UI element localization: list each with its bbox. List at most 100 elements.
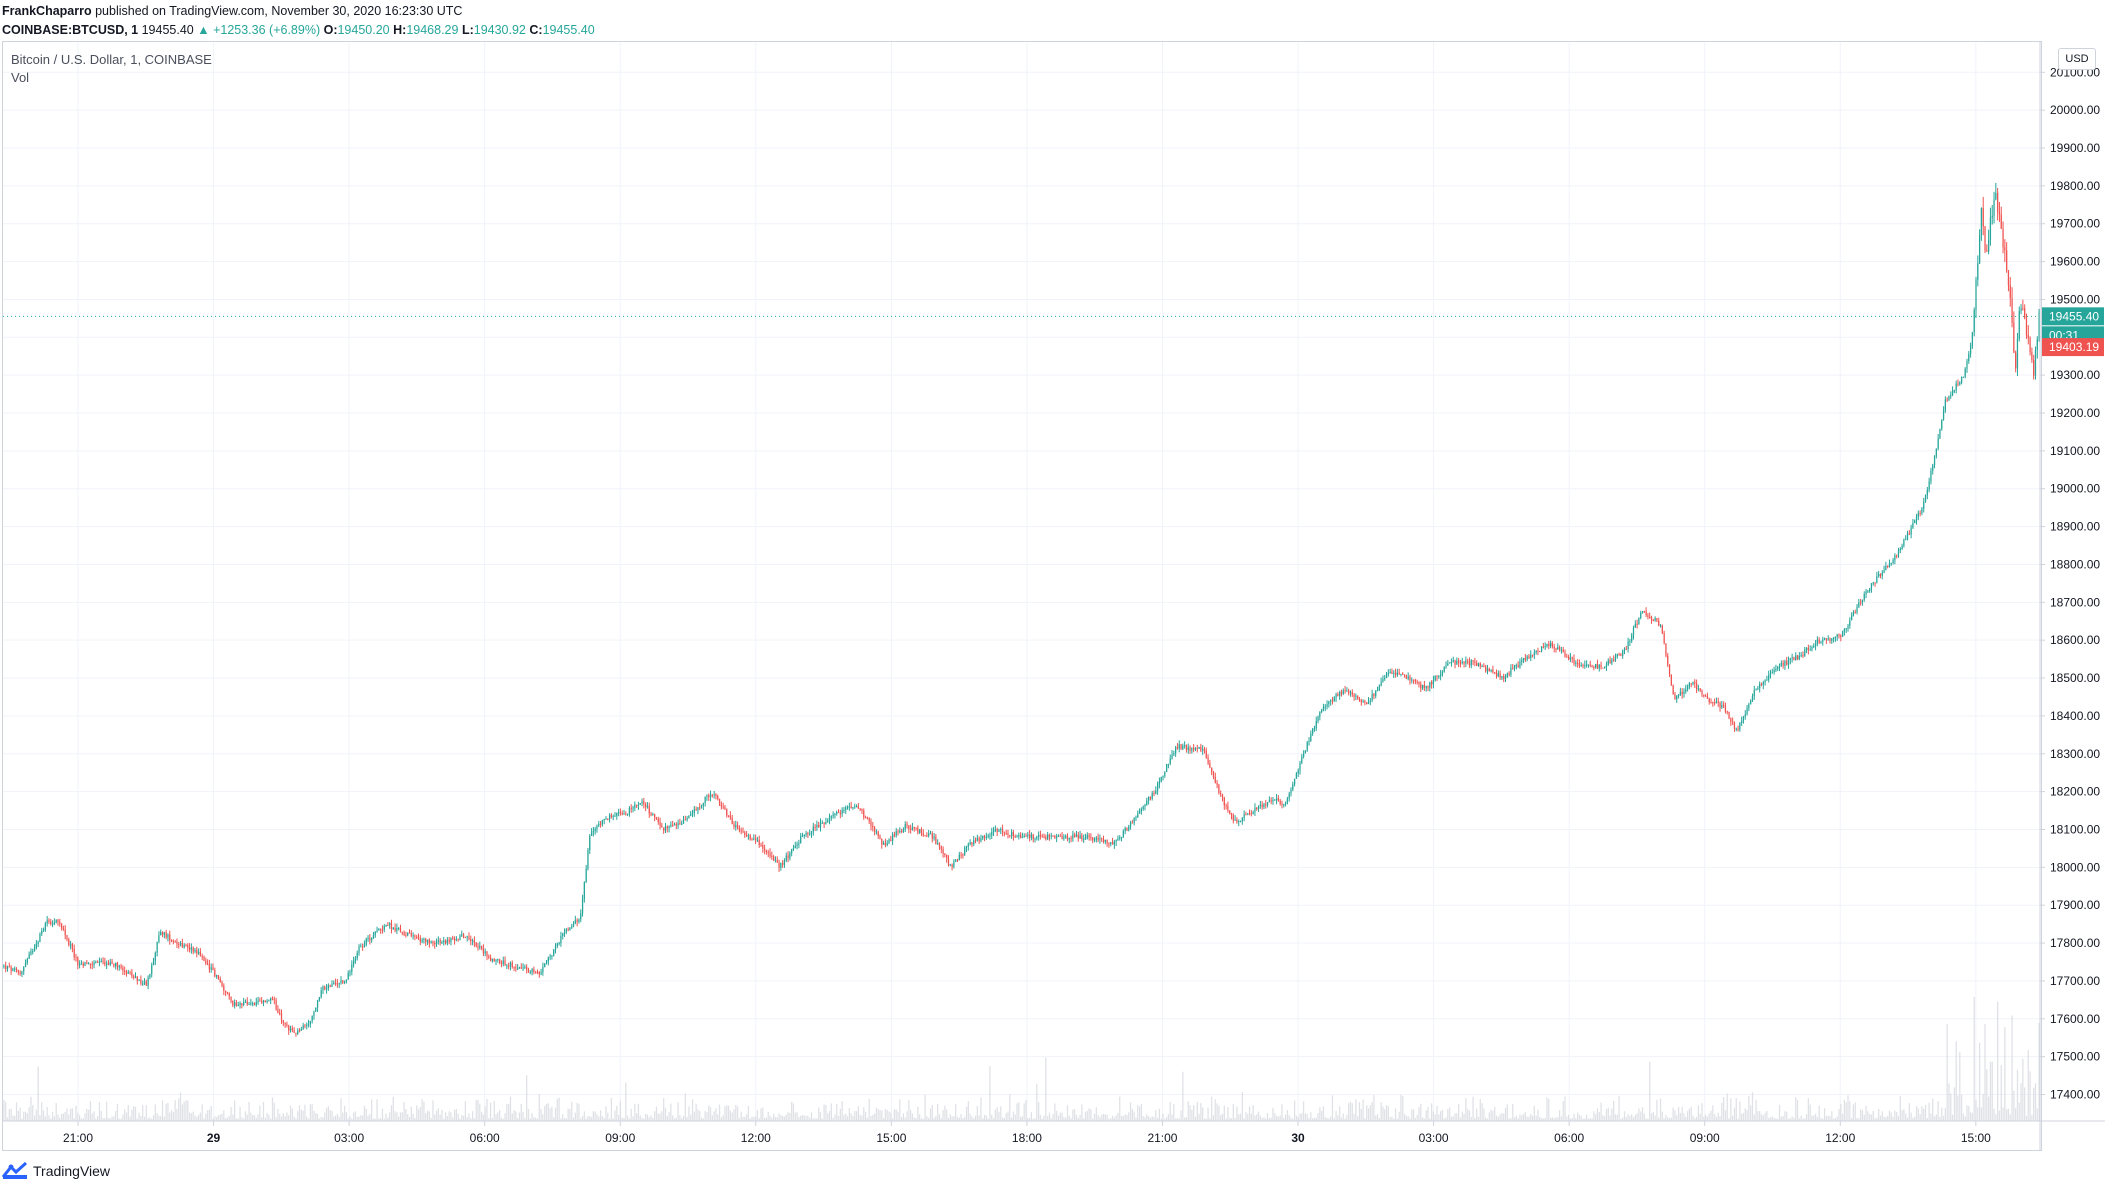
red-price-label: 19403.19 — [2049, 340, 2099, 354]
candle-body — [284, 1022, 286, 1025]
publish-info: FrankChaparro published on TradingView.c… — [2, 2, 2102, 21]
volume-bar — [116, 1103, 119, 1121]
candle-body — [1167, 763, 1170, 765]
volume-bar — [1717, 1112, 1719, 1121]
currency-button[interactable]: USD — [2058, 48, 2096, 70]
candle-body — [864, 817, 867, 819]
volume-bar — [1290, 1117, 1292, 1121]
candle-body — [1912, 522, 1914, 528]
volume-bar — [479, 1103, 481, 1121]
volume-bar — [1530, 1113, 1532, 1121]
volume-bar — [717, 1114, 719, 1121]
candle-body — [1595, 664, 1597, 668]
candle-body — [165, 932, 167, 938]
volume-bar — [634, 1103, 636, 1121]
time-axis[interactable]: 21:00 29 03:00 06:00 09:00 12:00 15:00 18:00 21:… — [3, 1120, 2105, 1145]
candle-body — [783, 860, 786, 865]
candle-body — [709, 794, 712, 797]
candle-body — [1710, 702, 1712, 704]
candle-body — [1944, 399, 1946, 411]
volume-bar — [1070, 1118, 1072, 1121]
candle-body — [1712, 702, 1714, 704]
candle-body — [751, 839, 753, 841]
candle-body — [1521, 660, 1523, 662]
volume-bar — [1223, 1105, 1225, 1121]
candle-body — [983, 835, 986, 838]
volume-bar — [1789, 1118, 1791, 1121]
candle-body — [145, 981, 147, 986]
candle-body — [1456, 660, 1458, 665]
price-axis[interactable]: 17400.0017500.0017600.0017700.0017800.00… — [2039, 42, 2100, 1151]
volume-bar — [1378, 1118, 1380, 1121]
volume-bar — [1832, 1118, 1835, 1121]
candle-body — [32, 951, 34, 953]
volume-bar — [1804, 1118, 1806, 1121]
candle-body — [371, 938, 373, 941]
candle-body — [338, 983, 340, 985]
candle-body — [1093, 839, 1096, 841]
volume-bar — [589, 1116, 591, 1121]
candle-body — [527, 969, 530, 973]
candle-body — [1277, 798, 1280, 801]
volume-bar — [464, 1101, 467, 1121]
candle-body — [563, 931, 566, 934]
candle-body — [1951, 390, 1954, 396]
candle-body — [394, 927, 396, 931]
candle-body — [1124, 827, 1126, 832]
candle-body — [1811, 647, 1813, 650]
volume-bar — [857, 1106, 859, 1121]
candle-body — [2009, 285, 2011, 299]
candle-body — [778, 862, 780, 868]
volume-label[interactable]: Vol — [11, 70, 30, 85]
volume-bar — [1313, 1117, 1316, 1121]
candle-body — [1672, 685, 1674, 695]
candle-body — [1668, 664, 1671, 675]
volume-bar — [2006, 1109, 2008, 1121]
volume-bar — [334, 1115, 337, 1121]
volume-bar — [859, 1114, 861, 1121]
volume-bar — [1106, 1114, 1108, 1121]
candle-body — [1560, 649, 1563, 651]
candle-body — [1766, 679, 1768, 681]
candle-body — [675, 824, 677, 826]
candle-body — [1995, 192, 1997, 200]
volume-bar — [1162, 1113, 1164, 1121]
volume-bar — [443, 1118, 445, 1121]
candle-body — [1676, 695, 1678, 700]
candle-body — [35, 943, 37, 949]
volume-bar — [1932, 1098, 1934, 1121]
series-title[interactable]: Bitcoin / U.S. Dollar, 1, COINBASE — [11, 52, 212, 67]
volume-bar — [1072, 1109, 1074, 1121]
candle-body — [1699, 688, 1701, 691]
volume-bar — [729, 1110, 732, 1121]
candle-body — [1185, 745, 1188, 750]
volume-bar — [1863, 1114, 1865, 1121]
volume-bar — [255, 1117, 257, 1121]
volume-bar — [1247, 1114, 1249, 1121]
volume-bar — [1342, 1113, 1344, 1121]
volume-bar — [1266, 1112, 1269, 1121]
volume-bar — [504, 1113, 506, 1121]
candle-body — [735, 825, 737, 827]
volume-bar — [1553, 1118, 1555, 1121]
chart-frame[interactable] — [2, 41, 2042, 1151]
candle-body — [1971, 332, 1974, 346]
tradingview-logo-icon — [2, 1162, 28, 1179]
author-name[interactable]: FrankChaparro — [2, 4, 92, 18]
candle-body — [1025, 835, 1027, 837]
volume-bar — [1059, 1112, 1061, 1121]
volume-bar — [1050, 1118, 1052, 1121]
candle-body — [1888, 563, 1891, 567]
candle-body — [1578, 663, 1581, 666]
volume-bar — [910, 1109, 912, 1121]
footer-brand[interactable]: TradingView — [2, 1160, 110, 1182]
candle-body — [884, 843, 887, 846]
candle-body — [944, 853, 946, 856]
volume-bar — [1111, 1115, 1114, 1121]
candle-body — [866, 817, 869, 819]
volume-bar — [1852, 1104, 1855, 1121]
candle-body — [151, 965, 153, 974]
volume-bar — [1937, 1101, 1939, 1121]
candle-body — [763, 848, 766, 851]
